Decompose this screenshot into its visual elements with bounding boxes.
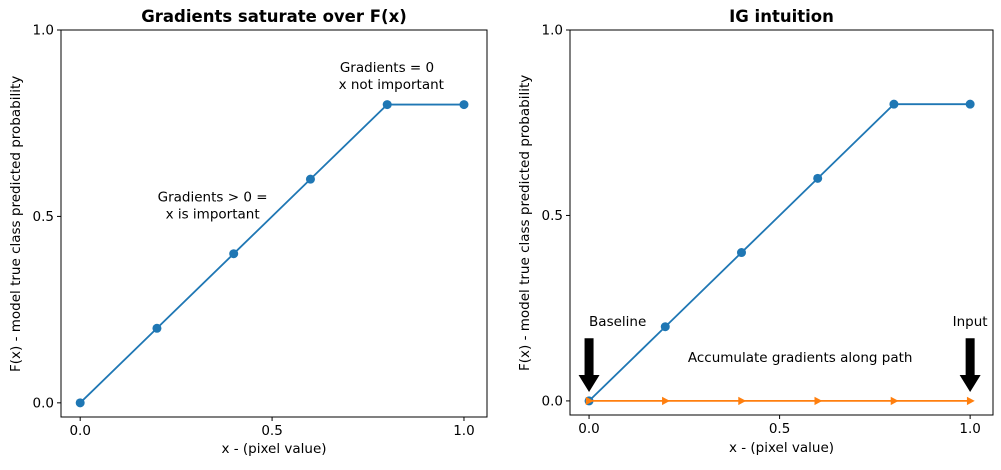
data-point-circle xyxy=(459,100,469,110)
data-point-circle xyxy=(75,398,85,408)
path-arrow-marker xyxy=(585,396,594,406)
right-chart-title: IG intuition xyxy=(729,7,834,26)
path-arrow-marker xyxy=(662,396,670,406)
data-point-circle xyxy=(736,248,746,258)
annotation-text: Accumulate gradients along path xyxy=(688,350,913,366)
x-tick-label: 0.0 xyxy=(69,423,90,439)
y-tick-label: 0.0 xyxy=(33,395,54,411)
thick-down-arrow xyxy=(578,338,600,393)
thick-down-arrow xyxy=(959,338,981,393)
x-tick-label: 0.0 xyxy=(578,421,599,437)
annotation-text: Gradients = 0 x not important xyxy=(334,60,444,93)
path-arrow-marker xyxy=(890,396,899,406)
left-chart-canvas: 0.0 0.5 1.0 0.0 0.5 1.0 Gradients = 0 x not im… xyxy=(33,23,488,439)
annotation-text: Input xyxy=(953,314,988,330)
right-x-axis-label: x - (pixel value) xyxy=(728,440,835,456)
path-arrow-marker xyxy=(966,396,975,406)
data-point-circle xyxy=(813,173,823,183)
data-point-circle xyxy=(382,100,392,110)
axes-frame xyxy=(569,29,994,416)
series-line xyxy=(588,103,971,402)
axes-frame xyxy=(60,29,488,418)
y-tick-label: 0.0 xyxy=(542,393,563,409)
data-point-circle xyxy=(152,323,162,333)
left-chart-title: Gradients saturate over F(x) xyxy=(141,7,407,26)
data-point-circle xyxy=(965,99,975,109)
x-tick-label: 1.0 xyxy=(959,421,980,437)
x-tick-label: 0.5 xyxy=(261,423,282,439)
series-line xyxy=(79,103,464,404)
y-tick-label: 0.5 xyxy=(33,209,54,225)
data-point-circle xyxy=(229,249,239,259)
y-tick-label: 1.0 xyxy=(33,23,54,39)
right-chart-canvas: 0.0 0.5 1.0 0.0 0.5 1.0 Baseline Input Accumulat… xyxy=(542,23,994,437)
subplot-ig-intuition: 0.0 0.5 1.0 0.0 0.5 1.0 Baseline Input Accumulat… xyxy=(500,0,1001,470)
left-x-axis-label: x - (pixel value) xyxy=(221,441,327,457)
annotation-text: Gradients > 0 = x is important xyxy=(158,190,268,223)
data-point-circle xyxy=(305,174,315,184)
x-tick-label: 1.0 xyxy=(453,423,474,439)
path-arrow-marker xyxy=(738,396,747,406)
x-tick-label: 0.5 xyxy=(769,421,790,437)
data-point-circle xyxy=(889,99,899,109)
data-point-circle xyxy=(660,322,670,332)
right-y-axis-label: F(x) - model true class predicted probab… xyxy=(517,74,533,371)
left-y-axis-label: F(x) - model true class predicted probab… xyxy=(8,75,24,372)
subplot-gradients-saturate: 0.0 0.5 1.0 0.0 0.5 1.0 Gradients = 0 x not im… xyxy=(0,0,500,470)
y-tick-label: 1.0 xyxy=(542,23,563,39)
y-tick-label: 0.5 xyxy=(542,208,563,224)
path-arrow-marker xyxy=(814,396,823,406)
annotation-text: Baseline xyxy=(589,314,646,330)
